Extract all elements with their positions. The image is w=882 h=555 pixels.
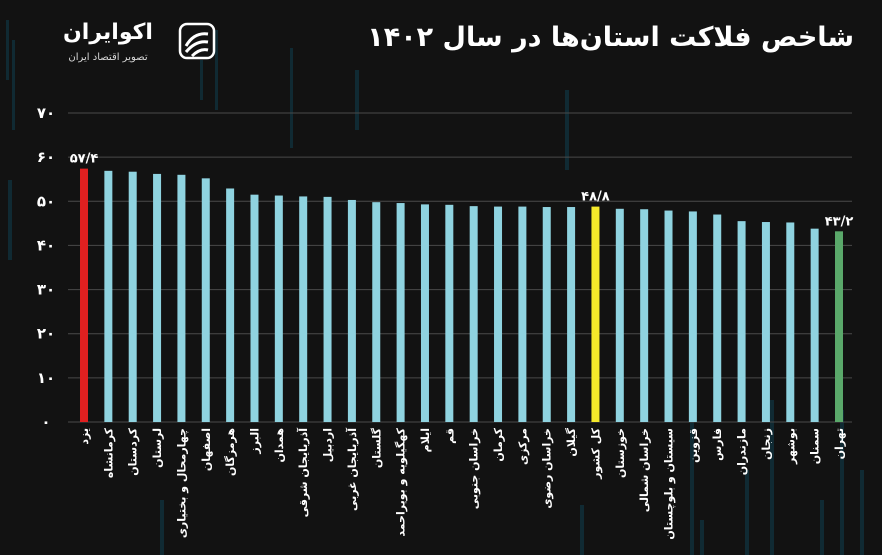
- background-stripe: [690, 410, 694, 555]
- x-tick-label: همدان: [273, 428, 286, 463]
- background-stripe: [860, 470, 864, 555]
- x-tick-label: کرمان: [492, 427, 505, 461]
- bar: [250, 194, 259, 422]
- x-tick-label: زنجان: [760, 428, 773, 460]
- bar: [128, 171, 137, 422]
- bar: [347, 199, 356, 422]
- bar: [104, 170, 113, 422]
- y-tick-label: ۰: [41, 413, 50, 431]
- x-tick-label: خراسان جنوبی: [468, 428, 481, 509]
- x-tick-label: البرز: [248, 428, 261, 455]
- bar: [518, 206, 527, 422]
- x-tick-label: کردستان: [127, 427, 140, 475]
- x-tick-label: لرستان: [151, 428, 164, 468]
- bar: [201, 178, 210, 422]
- bar: [688, 211, 697, 422]
- y-tick-label: ۶۰: [37, 148, 55, 166]
- bar: [761, 222, 770, 422]
- bar: [835, 231, 843, 422]
- bar: [153, 173, 162, 422]
- bar: [445, 204, 454, 422]
- background-stripe: [745, 470, 749, 555]
- x-tick-label: سمنان: [809, 428, 822, 464]
- x-tick-label: مازندران: [736, 428, 749, 475]
- background-stripe: [355, 70, 359, 130]
- background-stripe: [580, 505, 584, 555]
- bar: [469, 206, 478, 422]
- bar: [591, 206, 600, 422]
- x-tick-label: آذربایجان شرقی: [296, 428, 310, 518]
- x-tick-label: گیلان: [565, 427, 578, 456]
- background-stripe: [820, 500, 824, 555]
- x-tick-label: کرمانشاه: [102, 427, 115, 478]
- x-tick-label: مرکزی: [516, 428, 529, 465]
- bar: [786, 222, 795, 422]
- x-tick-label: سیستان و بلوچستان: [663, 428, 676, 540]
- x-tick-label: خراسان شمالی: [638, 428, 651, 512]
- x-tick-label: آذربایجان غربی: [345, 428, 359, 511]
- background-stripe: [200, 60, 203, 100]
- y-tick-label: ۲۰: [37, 325, 55, 343]
- logo-mark-icon: [178, 22, 216, 60]
- x-tick-label: یزد: [78, 428, 91, 445]
- background-stripe: [6, 20, 9, 80]
- x-tick-label: کل کشور: [589, 427, 602, 479]
- background-stripe: [565, 90, 569, 170]
- bar: [542, 207, 551, 422]
- y-tick-label: ۱۰: [37, 369, 55, 387]
- background-stripe: [700, 520, 704, 555]
- bar: [323, 196, 332, 422]
- bar: [420, 204, 429, 422]
- background-stripe: [160, 500, 164, 555]
- bar: [299, 196, 308, 422]
- data-label: ۴۳/۲: [825, 214, 854, 229]
- logo-name: اکوایران: [63, 20, 153, 45]
- chart-title: شاخص فلاکت استان‌ها در سال ۱۴۰۲: [367, 22, 854, 53]
- x-tick-label: کهگیلویه و بویراحمد: [395, 427, 408, 536]
- background-stripe: [215, 30, 218, 110]
- data-label: ۴۸/۸: [581, 190, 610, 205]
- bar: [177, 174, 186, 422]
- background-stripe: [770, 400, 774, 555]
- bar: [567, 207, 576, 422]
- x-tick-label: گلستان: [370, 427, 383, 468]
- y-tick-label: ۳۰: [37, 281, 55, 299]
- background-stripe: [290, 48, 293, 148]
- x-tick-label: قم: [443, 428, 456, 444]
- x-tick-label: ایلام: [419, 428, 432, 452]
- bar: [713, 214, 722, 422]
- logo-tagline: تصویر اقتصاد ایران: [68, 52, 148, 63]
- y-tick-label: ۵۰: [37, 192, 55, 210]
- background-stripe: [8, 180, 12, 260]
- x-tick-label: تهران: [833, 428, 846, 459]
- data-label: ۵۷/۴: [70, 152, 99, 167]
- y-tick-label: ۷۰: [37, 104, 55, 122]
- x-tick-label: خراسان رضوی: [541, 428, 554, 509]
- x-tick-label: فارس: [711, 428, 724, 461]
- bar: [615, 208, 624, 422]
- y-tick-label: ۴۰: [37, 236, 55, 254]
- x-tick-label: اردبیل: [322, 428, 335, 462]
- x-tick-label: بوشهر: [784, 428, 797, 465]
- x-tick-label: خوزستان: [614, 428, 627, 478]
- bar: [640, 209, 649, 422]
- x-tick-label: اصفهان: [200, 428, 213, 471]
- bar: [494, 206, 503, 422]
- bar: [737, 221, 746, 422]
- bar: [664, 210, 673, 422]
- background-stripe: [840, 410, 844, 555]
- bar: [226, 188, 235, 422]
- bar: [372, 202, 381, 422]
- background-stripe: [12, 40, 15, 130]
- bar: [396, 203, 405, 422]
- x-tick-label: چهارمحال و بختیاری: [175, 428, 188, 538]
- logo: اکوایران تصویر اقتصاد ایران: [38, 18, 218, 78]
- bar: [274, 195, 283, 422]
- bar: [80, 168, 88, 422]
- bar: [810, 228, 819, 422]
- x-tick-label: قزوین: [687, 428, 700, 463]
- x-tick-label: هرمزگان: [224, 428, 237, 476]
